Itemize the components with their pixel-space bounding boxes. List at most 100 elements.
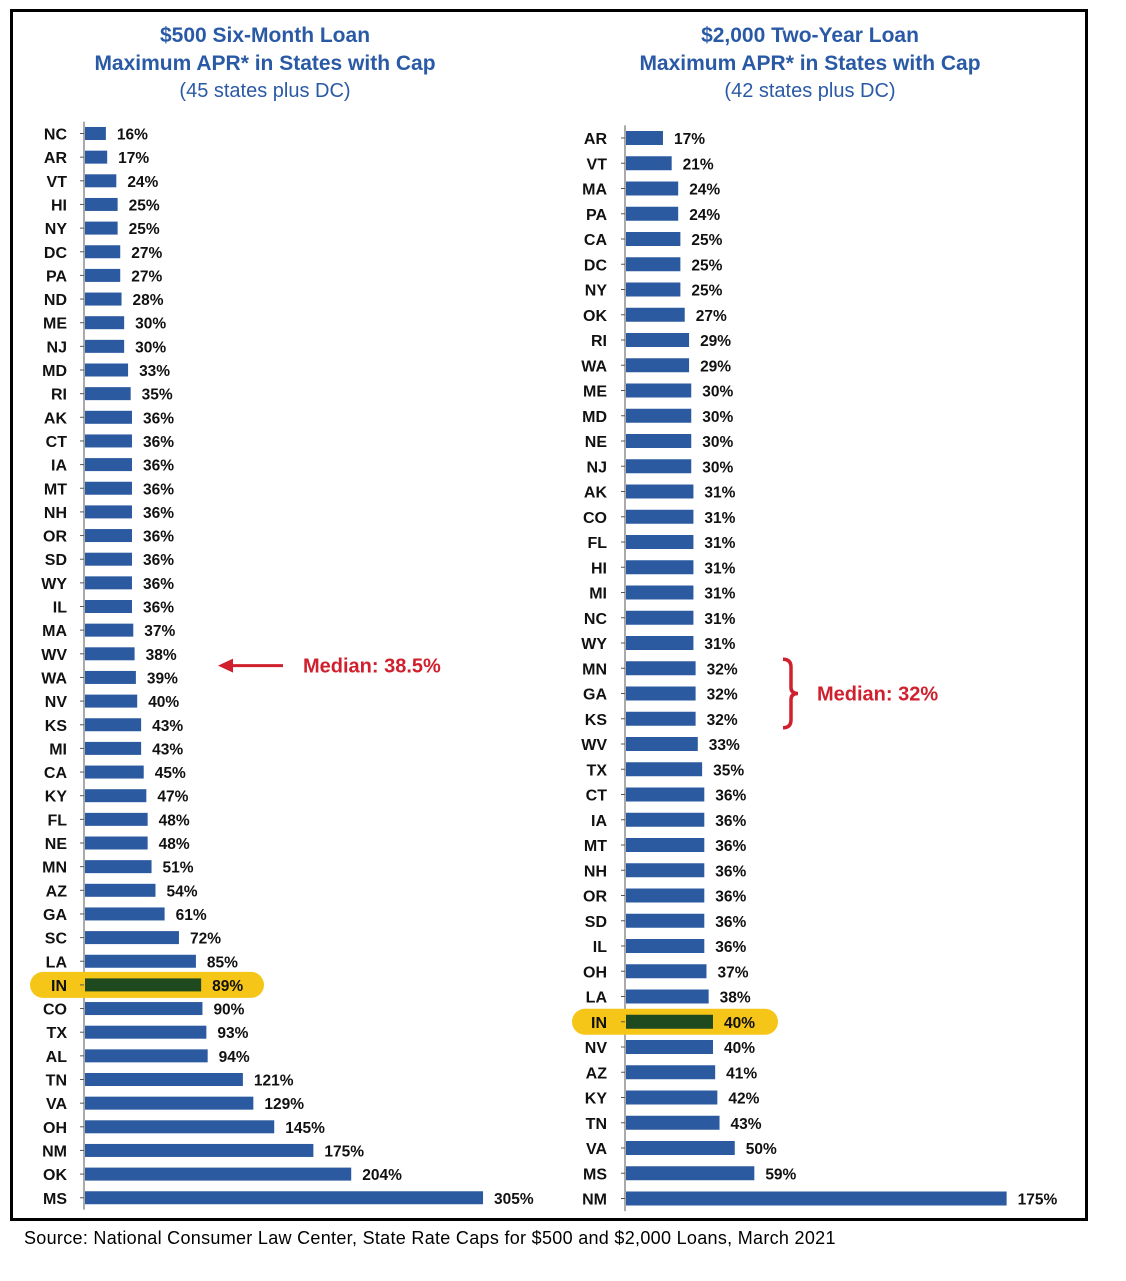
- left-bar: [85, 387, 131, 401]
- right-value-label: 31%: [704, 510, 735, 527]
- right-bar: [626, 484, 694, 499]
- right-value-label: 175%: [1018, 1192, 1058, 1209]
- right-category-label: LA: [586, 990, 608, 1007]
- right-bar: [626, 686, 696, 701]
- right-category-label: OK: [583, 308, 607, 325]
- left-bar: [85, 1191, 484, 1205]
- right-category-label: KY: [585, 1091, 608, 1108]
- left-bar: [85, 481, 132, 495]
- right-value-label: 27%: [696, 308, 727, 325]
- left-bar: [85, 954, 196, 968]
- left-value-label: 89%: [212, 978, 243, 995]
- left-bar: [85, 1049, 208, 1063]
- right-bar: [626, 333, 690, 347]
- left-value-label: 43%: [152, 718, 183, 735]
- left-category-label: MD: [42, 363, 67, 380]
- left-bar: [85, 1025, 207, 1039]
- left-value-label: 305%: [494, 1191, 534, 1208]
- right-category-label: TX: [587, 762, 608, 779]
- left-category-label: CT: [46, 434, 68, 451]
- right-value-label: 21%: [683, 156, 714, 173]
- right-chart: AR 17% VT 21% MA 24% PA 24% CA 25% DC 25% NY 25% OK 27%…: [572, 125, 1058, 1212]
- left-title-line2: Maximum APR* in States with Cap: [94, 52, 436, 75]
- left-value-label: 48%: [159, 812, 190, 829]
- left-value-label: 204%: [362, 1167, 402, 1184]
- left-category-label: AZ: [46, 883, 68, 900]
- left-category-label: NJ: [47, 339, 67, 356]
- left-value-label: 175%: [324, 1143, 364, 1160]
- left-category-label: AL: [46, 1049, 68, 1066]
- left-category-label: OR: [43, 529, 67, 546]
- left-category-label: TN: [46, 1073, 67, 1090]
- right-category-label: NC: [584, 611, 608, 628]
- right-value-label: 17%: [674, 131, 705, 148]
- left-value-label: 38%: [146, 647, 177, 664]
- left-bar: [85, 410, 132, 424]
- right-median-label: Median: 32%: [817, 684, 938, 706]
- right-category-label: NE: [585, 434, 608, 451]
- left-category-label: SD: [45, 552, 67, 569]
- right-value-label: 37%: [717, 964, 748, 981]
- left-bar: [85, 623, 134, 637]
- right-category-label: NJ: [587, 459, 607, 476]
- left-bar: [85, 741, 142, 755]
- left-value-label: 24%: [127, 174, 158, 191]
- left-category-label: WA: [41, 670, 67, 687]
- right-bar: [626, 812, 705, 827]
- right-bar: [626, 282, 681, 297]
- right-value-label: 59%: [765, 1166, 796, 1183]
- left-value-label: 30%: [135, 339, 166, 356]
- left-bar: [85, 197, 118, 211]
- right-category-label: RI: [591, 333, 607, 350]
- right-bar: [626, 257, 681, 272]
- right-value-label: 43%: [731, 1116, 762, 1133]
- right-bar: [626, 863, 705, 878]
- left-category-label: KS: [45, 718, 68, 735]
- left-value-label: 36%: [143, 458, 174, 475]
- right-bar: [626, 232, 681, 246]
- left-category-label: LA: [46, 954, 68, 971]
- left-value-label: 90%: [213, 1002, 244, 1019]
- left-median-label: Median: 38.5%: [303, 656, 441, 678]
- left-bar: [85, 245, 121, 259]
- right-bar: [626, 1141, 735, 1155]
- right-value-label: 30%: [702, 409, 733, 426]
- left-bar: [85, 860, 152, 874]
- right-bar: [626, 535, 694, 549]
- left-value-label: 54%: [166, 883, 197, 900]
- left-category-label: PA: [46, 268, 67, 285]
- left-bar: [85, 458, 132, 472]
- left-category-label: ME: [43, 316, 67, 333]
- left-value-label: 93%: [217, 1025, 248, 1042]
- right-bar: [626, 661, 696, 676]
- left-bar: [85, 552, 132, 566]
- right-category-label: MI: [589, 586, 607, 603]
- right-bar: [626, 307, 685, 322]
- left-category-label: AK: [44, 410, 68, 427]
- right-category-label: NV: [585, 1040, 608, 1057]
- right-bar: [626, 131, 663, 145]
- left-value-label: 45%: [155, 765, 186, 782]
- left-bar: [85, 316, 125, 330]
- right-bar: [626, 1014, 713, 1029]
- left-bar: [85, 529, 132, 543]
- right-bar: [626, 156, 672, 171]
- left-value-label: 35%: [142, 387, 173, 404]
- right-category-label: VT: [587, 156, 608, 173]
- left-value-label: 30%: [135, 316, 166, 333]
- right-bar: [626, 383, 692, 398]
- left-value-label: 61%: [176, 907, 207, 924]
- left-category-label: MT: [44, 481, 67, 498]
- right-category-label: OH: [583, 964, 607, 981]
- left-value-label: 27%: [131, 245, 162, 262]
- left-value-label: 16%: [117, 127, 148, 144]
- left-category-label: MI: [49, 741, 67, 758]
- right-category-label: FL: [587, 535, 607, 552]
- right-category-label: IA: [591, 813, 607, 830]
- right-category-label: WV: [581, 737, 607, 754]
- right-category-label: CA: [584, 232, 608, 249]
- right-category-label: VA: [586, 1141, 607, 1158]
- left-category-label: VT: [47, 174, 68, 191]
- right-category-label: WY: [581, 636, 607, 653]
